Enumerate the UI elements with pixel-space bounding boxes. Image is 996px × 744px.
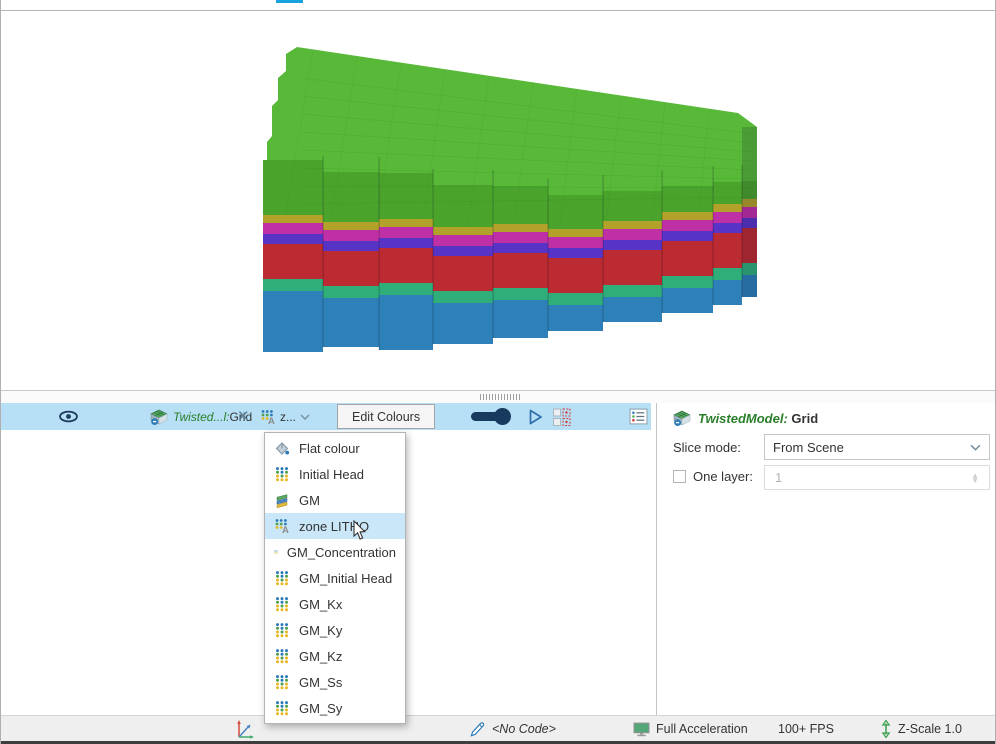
colour-option-gm-initial-head[interactable]: GM_Initial Head: [265, 565, 405, 591]
mouse-cursor: [353, 520, 367, 541]
dots-icon: [274, 674, 290, 690]
colour-option-zone-litho[interactable]: zone LITHO: [265, 513, 405, 539]
fps-indicator: 100+ FPS: [778, 716, 834, 742]
colour-option-gm-ky[interactable]: GM_Ky: [265, 617, 405, 643]
properties-panel: TwistedModel: Grid Slice mode: From Scen…: [658, 403, 996, 715]
colour-by-dropdown-button[interactable]: z...: [260, 403, 310, 430]
scene-3d-viewport[interactable]: [1, 0, 996, 392]
axes-icon: [234, 718, 256, 740]
paint-bucket-icon: [274, 440, 290, 456]
splitter-drag-handle[interactable]: [480, 394, 520, 400]
menu-item-label: Initial Head: [299, 467, 364, 482]
monitor-icon: [633, 722, 650, 737]
layer-stack-icon: [274, 492, 290, 508]
one-layer-value: 1: [775, 470, 782, 485]
menu-item-label: GM_Kx: [299, 597, 342, 612]
chevron-down-icon: [970, 444, 981, 451]
slice-mode-select[interactable]: From Scene: [764, 434, 990, 460]
panel-object-type: Grid: [788, 411, 818, 426]
colour-by-abbrev: z...: [280, 410, 296, 424]
visibility-toggle[interactable]: [59, 403, 78, 430]
top-tab-strip: [1, 0, 996, 11]
properties-header: TwistedModel: Grid: [672, 409, 818, 427]
slider-knob[interactable]: [494, 408, 511, 425]
dots-icon: [274, 700, 290, 716]
chevron-down-icon: [300, 414, 310, 420]
filter-grid-button[interactable]: [551, 403, 572, 430]
dots-a-icon: [260, 409, 276, 425]
dots-icon: [274, 570, 290, 586]
grid-block-icon: [149, 408, 169, 426]
fps-label: 100+ FPS: [778, 722, 834, 736]
colour-option-gm-concentration[interactable]: GM_Concentration: [265, 539, 405, 565]
colour-by-menu: Flat colour Initial Head GM zone LITHO G…: [264, 432, 406, 724]
one-layer-checkbox[interactable]: [673, 470, 686, 483]
code-selector[interactable]: <No Code>: [469, 716, 556, 742]
colour-option-gm-kx[interactable]: GM_Kx: [265, 591, 405, 617]
code-status: <No Code>: [492, 722, 556, 736]
scene-object-toolbar: Twisted...l: Grid ✕ z... Edit Colours: [1, 403, 651, 430]
menu-item-label: GM_Sy: [299, 701, 342, 716]
dots-icon: [274, 466, 290, 482]
panel-model-name: TwistedModel:: [698, 411, 788, 426]
application-window: Twisted...l: Grid ✕ z... Edit Colours: [0, 0, 996, 744]
dots-icon: [274, 622, 290, 638]
menu-item-label: GM_Initial Head: [299, 571, 392, 586]
menu-item-label: GM_Concentration: [287, 545, 396, 560]
dashed-grid-icon: [551, 407, 572, 427]
slice-mode-label: Slice mode:: [673, 440, 741, 455]
z-scale-arrows-icon: [880, 720, 892, 738]
slider-track[interactable]: [471, 412, 505, 421]
remove-from-scene-button[interactable]: ✕: [237, 403, 250, 430]
eye-icon: [59, 410, 78, 423]
dots-a-icon: [274, 518, 290, 534]
menu-item-label: GM_Ss: [299, 675, 342, 690]
acceleration-label: Full Acceleration: [656, 722, 748, 736]
colour-option-initial-head[interactable]: Initial Head: [265, 461, 405, 487]
slice-mode-value: From Scene: [773, 440, 844, 455]
status-bar: <No Code> Full Acceleration 100+ FPS Z-S…: [1, 715, 996, 741]
z-scale-label: Z-Scale 1.0: [898, 722, 962, 736]
dots-icon: [274, 544, 278, 560]
colour-option-flat-colour[interactable]: Flat colour: [265, 435, 405, 461]
menu-item-label: GM: [299, 493, 320, 508]
colour-option-gm-ss[interactable]: GM_Ss: [265, 669, 405, 695]
colour-option-gm[interactable]: GM: [265, 487, 405, 513]
play-animation-button[interactable]: [525, 403, 545, 430]
colour-option-gm-sy[interactable]: GM_Sy: [265, 695, 405, 721]
active-tab-indicator: [276, 0, 303, 3]
menu-item-label: GM_Ky: [299, 623, 342, 638]
z-scale-control[interactable]: Z-Scale 1.0: [880, 716, 962, 742]
acceleration-status: Full Acceleration: [633, 716, 748, 742]
one-layer-spinner[interactable]: 1 ▲▼: [764, 465, 990, 490]
object-icon: [149, 403, 169, 430]
horizontal-splitter[interactable]: [1, 390, 996, 403]
one-layer-row: One layer:: [673, 469, 753, 484]
play-icon: [525, 407, 545, 427]
object-name: Twisted...l:: [173, 410, 229, 424]
opacity-slider[interactable]: [471, 403, 505, 430]
colour-option-gm-kz[interactable]: GM_Kz: [265, 643, 405, 669]
block-model-3d[interactable]: [1, 0, 996, 392]
list-icon: [629, 408, 648, 425]
dots-icon: [274, 648, 290, 664]
pencil-icon: [469, 721, 486, 738]
grid-block-icon: [672, 409, 692, 427]
one-layer-label: One layer:: [693, 469, 753, 484]
dots-icon: [274, 596, 290, 612]
edit-colours-button-wrap: Edit Colours: [337, 403, 435, 430]
close-icon: ✕: [237, 409, 250, 424]
spinner-arrows[interactable]: ▲▼: [971, 473, 979, 483]
menu-item-label: Flat colour: [299, 441, 360, 456]
menu-item-label: GM_Kz: [299, 649, 342, 664]
edit-colours-button[interactable]: Edit Colours: [337, 404, 435, 429]
panel-divider: [656, 403, 657, 715]
axes-button[interactable]: [234, 716, 256, 742]
scene-list-button[interactable]: [629, 403, 648, 430]
